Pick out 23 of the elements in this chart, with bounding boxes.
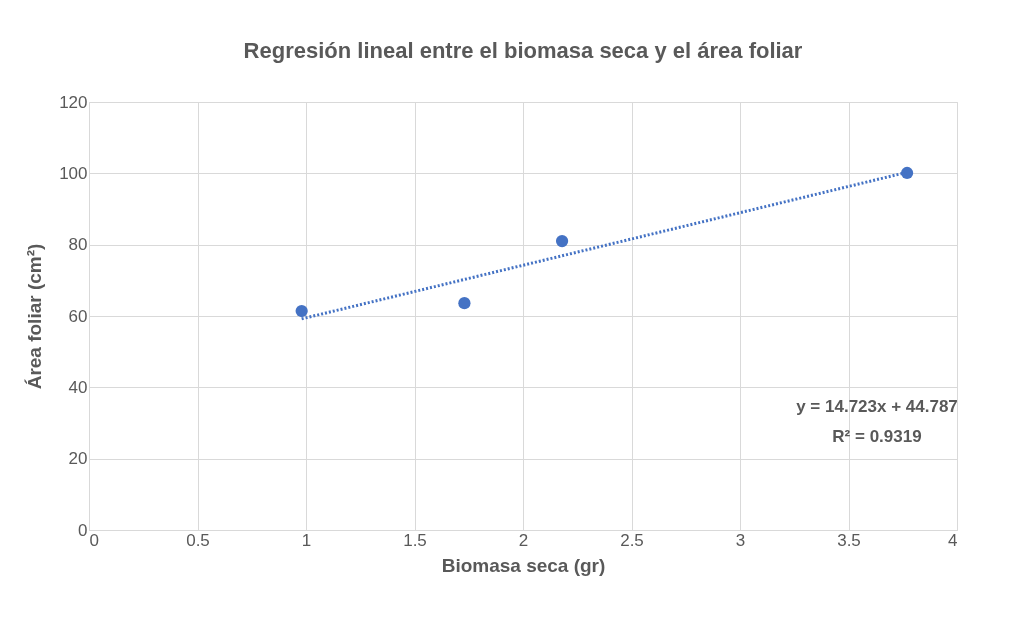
x-tick-label: 3 — [735, 530, 746, 550]
y-tick-label: 120 — [59, 92, 88, 112]
x-tick-label: 2.5 — [620, 530, 644, 550]
x-axis-title: Biomasa seca (gr) — [441, 554, 606, 576]
x-tick-label: 1.5 — [403, 530, 427, 550]
annotation: y = 14.723x + 44.787 — [796, 397, 958, 416]
x-tick-label: 3.5 — [837, 530, 861, 550]
y-axis-title: Área foliar (cm²) — [24, 243, 46, 390]
x-tick-label: 1 — [301, 530, 312, 550]
x-tick-label: 2 — [518, 530, 529, 550]
chart-title: Regresión lineal entre el biomasa seca y el área foliar — [243, 38, 803, 63]
x-tick-label: 0.5 — [186, 530, 210, 550]
point — [458, 297, 471, 310]
y-tick-label: 20 — [68, 449, 88, 469]
y-tick-label: 60 — [68, 306, 88, 326]
point — [555, 234, 569, 248]
point — [900, 166, 914, 180]
y-tick-label: 100 — [59, 163, 88, 183]
x-tick-label: 4 — [948, 530, 958, 550]
y-tick-label: 40 — [68, 377, 88, 397]
y-tick-label: 80 — [68, 235, 88, 255]
point — [295, 304, 308, 318]
annotation: R² = 0.9319 — [832, 427, 922, 446]
